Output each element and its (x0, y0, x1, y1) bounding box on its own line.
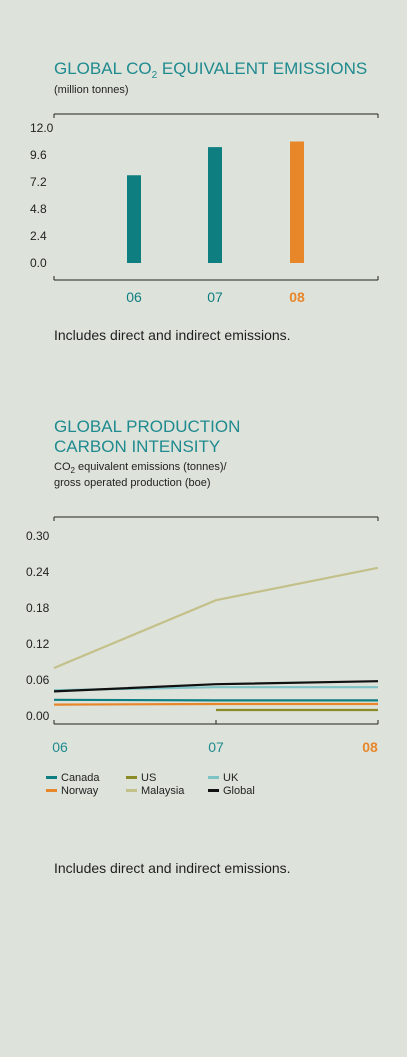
legend-item-us: US (126, 772, 156, 784)
chart2-ytick-label: 0.12 (26, 637, 50, 651)
chart2-ytick-label: 0.18 (26, 601, 50, 615)
chart2-title-line2: CARBON INTENSITY (54, 437, 220, 456)
chart2-subtitle-subscript: 2 (71, 466, 76, 475)
chart2-xtick-label: 06 (52, 739, 68, 755)
chart1-xtick-label: 06 (126, 289, 142, 305)
chart2-note: Includes direct and indirect emissions. (54, 860, 291, 876)
legend-swatch (126, 788, 137, 792)
legend-label: Canada (61, 772, 100, 784)
legend-item-global: Global (208, 785, 255, 797)
chart1-ytick-label: 9.6 (30, 148, 47, 162)
legend-label: Malaysia (141, 785, 185, 797)
chart2-xtick-label: 08 (362, 739, 378, 755)
legend-label: Global (223, 785, 255, 797)
legend-swatch (208, 775, 219, 779)
legend-item-norway: Norway (46, 785, 98, 797)
legend-label: UK (223, 772, 239, 784)
legend-swatch (208, 788, 219, 792)
chart1-title-subscript: 2 (152, 70, 158, 81)
chart2-subtitle-line1: CO2 equivalent emissions (tonnes)/ (54, 461, 228, 475)
chart1-note: Includes direct and indirect emissions. (54, 327, 291, 343)
chart1-title: GLOBAL CO2 EQUIVALENT EMISSIONS (54, 59, 367, 81)
chart1-xtick-label: 07 (207, 289, 223, 305)
chart2-ytick-label: 0.30 (26, 529, 50, 543)
chart1-bar-06 (127, 175, 141, 263)
chart1-xtick-label: 08 (289, 289, 305, 305)
series-line-global (53, 680, 379, 693)
legend-swatch (46, 788, 57, 792)
legend-item-malaysia: Malaysia (126, 785, 184, 797)
chart1-ytick-label: 2.4 (30, 229, 47, 243)
legend-label: Norway (61, 785, 99, 797)
chart1-bar-07 (208, 147, 222, 263)
series-line-malaysia (53, 566, 379, 670)
chart2-ytick-label: 0.00 (26, 709, 50, 723)
legend-swatch (46, 775, 57, 779)
legend-label: US (141, 772, 157, 784)
legend-item-uk: UK (208, 772, 238, 784)
chart1-ytick-label: 12.0 (30, 121, 54, 135)
carbon-intensity-line-chart: GLOBAL PRODUCTION CARBON INTENSITY CO2 e… (26, 417, 379, 755)
series-line-norway (53, 702, 378, 706)
chart2-title-line1: GLOBAL PRODUCTION (54, 417, 240, 436)
series-line-canada (53, 698, 378, 702)
chart2-subtitle-line2: gross operated production (boe) (54, 477, 211, 489)
chart1-ytick-label: 0.0 (30, 256, 47, 270)
legend-swatch (126, 775, 137, 779)
emissions-bar-chart: GLOBAL CO2 EQUIVALENT EMISSIONS (million… (30, 59, 379, 305)
chart1-ytick-label: 4.8 (30, 202, 47, 216)
chart2-ytick-label: 0.06 (26, 673, 50, 687)
chart1-bar-08 (290, 141, 304, 263)
chart2-xtick-label: 07 (208, 739, 224, 755)
legend-item-canada: Canada (46, 772, 100, 784)
chart1-ytick-label: 7.2 (30, 175, 47, 189)
chart2-ytick-label: 0.24 (26, 565, 50, 579)
chart1-subtitle: (million tonnes) (54, 84, 129, 96)
